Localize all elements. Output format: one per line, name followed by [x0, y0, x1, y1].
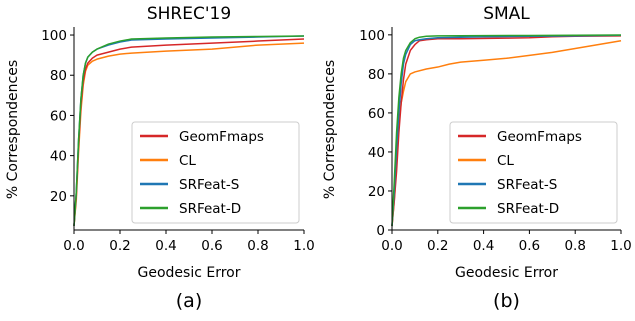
x-tick-label: 0.0 — [63, 238, 84, 254]
legend-box — [449, 121, 618, 224]
y-tick-label: 40 — [50, 149, 67, 165]
y-tick-label: 0 — [376, 223, 385, 239]
x-tick-label: 1.0 — [293, 238, 314, 254]
x-tick-label: 0.2 — [427, 238, 448, 254]
y-tick-label: 20 — [368, 184, 385, 200]
x-tick-label: 0.8 — [247, 238, 268, 254]
y-tick-label: 80 — [368, 67, 385, 83]
y-tick-label: 60 — [368, 106, 385, 122]
legend-label: GeomFmaps — [497, 129, 582, 145]
legend-label: CL — [497, 153, 514, 169]
legend: GeomFmaps CL SRFeat-S SRFeat-D — [131, 121, 300, 224]
x-axis-label: Geodesic Error — [455, 265, 558, 281]
legend-label: SRFeat-S — [179, 177, 239, 193]
series-line-srfeat-d — [391, 34, 622, 227]
series-line-srfeat-s — [391, 34, 622, 227]
legend-box — [131, 121, 300, 224]
y-axis-label: % Correspondences — [5, 60, 21, 199]
x-tick-label: 1.0 — [610, 238, 631, 254]
legend-label: CL — [179, 153, 196, 169]
panel-b: SMAL 0.0 0.2 0.4 0.6 0.8 1.0 0 20 40 60 80 100 Geodes… — [322, 4, 632, 312]
x-tick-label: 0.4 — [473, 238, 494, 254]
x-axis-label: Geodesic Error — [138, 265, 241, 281]
y-tick-label: 80 — [50, 68, 67, 84]
panel-label: (b) — [493, 290, 520, 312]
chart-title: SMAL — [483, 4, 530, 24]
series-line-srfeat-d — [73, 35, 305, 227]
x-tick-label: 0.8 — [564, 238, 585, 254]
legend-label: SRFeat-D — [497, 201, 559, 217]
y-tick-label: 20 — [50, 189, 67, 205]
y-axis-label: % Correspondences — [322, 60, 338, 199]
legend-label: GeomFmaps — [179, 129, 264, 145]
legend-label: SRFeat-S — [497, 177, 557, 193]
y-tick-label: 100 — [359, 28, 385, 44]
x-tick-label: 0.6 — [519, 238, 540, 254]
x-tick-label: 0.2 — [109, 238, 130, 254]
panel-label: (a) — [176, 290, 202, 312]
y-tick-label: 60 — [50, 108, 67, 124]
series-line-geomfmaps — [391, 35, 622, 227]
x-tick-label: 0.4 — [155, 238, 176, 254]
chart-title: SHREC'19 — [147, 4, 231, 24]
legend-label: SRFeat-D — [179, 201, 241, 217]
x-tick-label: 0.0 — [381, 238, 402, 254]
panel-a: SHREC'19 0.0 0.2 0.4 0.6 0.8 1.0 20 40 60 80 100 Geo… — [5, 4, 315, 312]
y-tick-label: 100 — [41, 28, 67, 44]
legend: GeomFmaps CL SRFeat-S SRFeat-D — [449, 121, 618, 224]
y-tick-label: 40 — [368, 145, 385, 161]
x-tick-label: 0.6 — [201, 238, 222, 254]
